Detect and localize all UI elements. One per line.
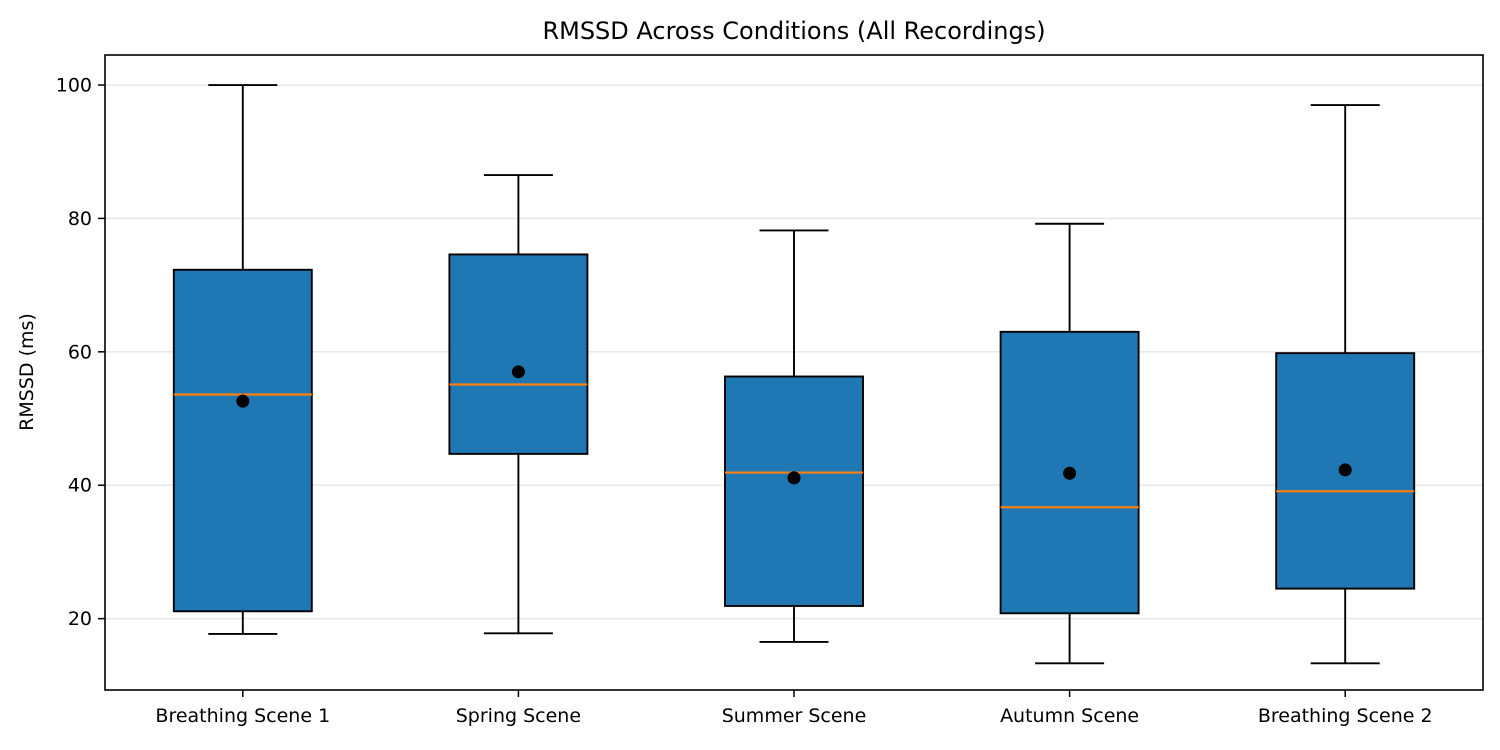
x-tick-label: Spring Scene [456,705,581,727]
mean-marker [1338,463,1352,477]
x-tick-label: Breathing Scene 1 [155,705,330,727]
y-tick-label: 40 [68,475,92,497]
y-tick-label: 80 [68,208,92,230]
mean-marker [511,365,525,379]
x-tick-label: Summer Scene [722,705,867,727]
chart-title: RMSSD Across Conditions (All Recordings) [542,17,1046,45]
iqr-box [172,268,313,613]
y-tick-label: 60 [68,341,92,363]
y-tick-label: 100 [56,75,92,97]
mean-marker [236,394,250,408]
mean-marker [1063,466,1077,480]
mean-marker [787,471,801,485]
iqr-box [448,253,589,455]
iqr-box [724,375,864,607]
x-tick-label: Breathing Scene 2 [1258,705,1433,727]
y-tick-label: 20 [68,608,92,630]
x-tick-label: Autumn Scene [1000,705,1139,727]
